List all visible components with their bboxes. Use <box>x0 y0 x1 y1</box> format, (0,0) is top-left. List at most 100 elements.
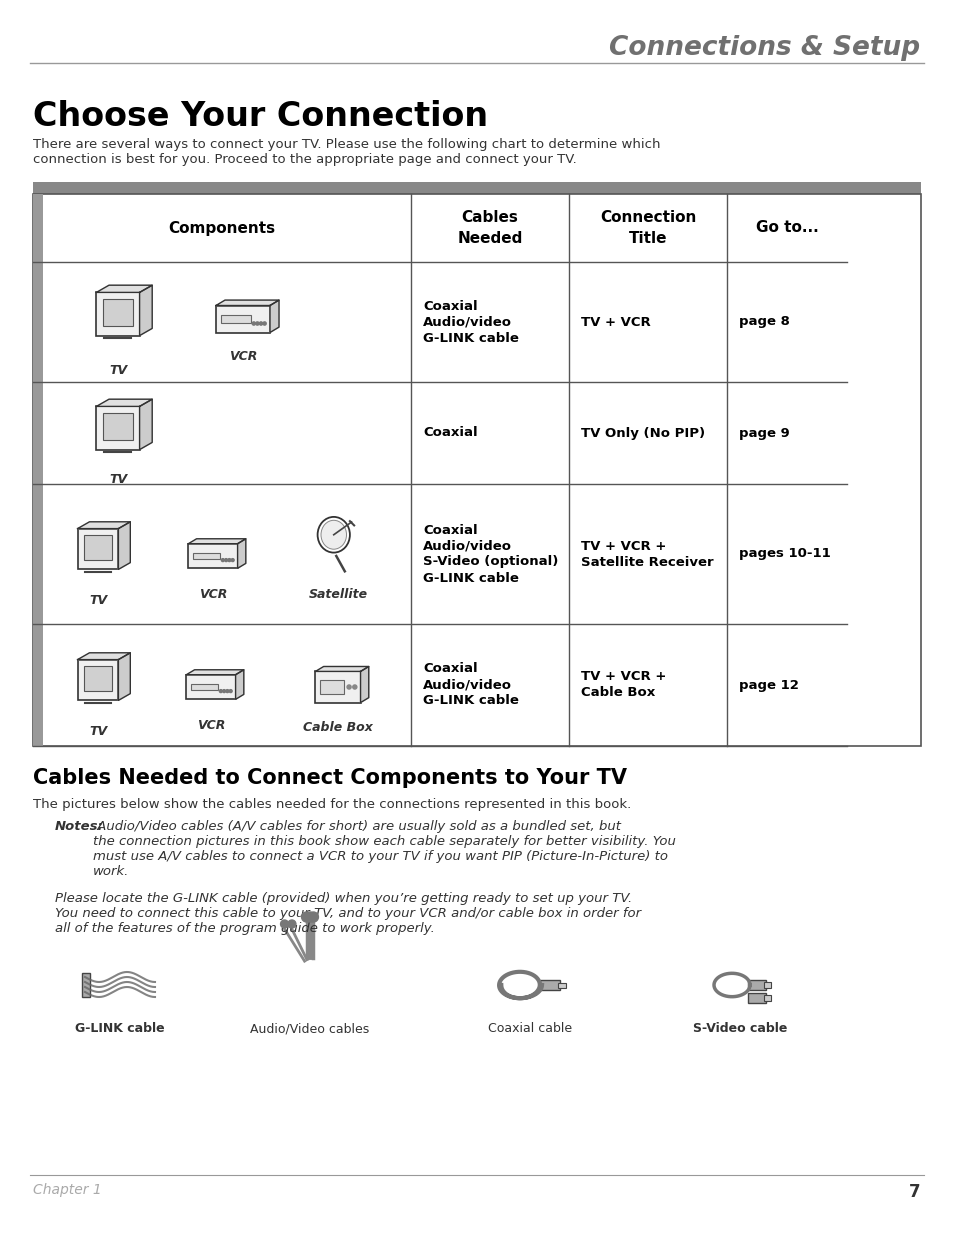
Polygon shape <box>215 300 278 305</box>
Polygon shape <box>118 653 131 700</box>
Text: Cables
Needed: Cables Needed <box>456 210 522 246</box>
Polygon shape <box>77 653 131 659</box>
Polygon shape <box>186 669 244 674</box>
FancyBboxPatch shape <box>186 674 235 699</box>
Circle shape <box>308 911 318 923</box>
Text: VCR: VCR <box>196 719 225 732</box>
Circle shape <box>226 689 229 693</box>
Text: VCR: VCR <box>198 588 227 601</box>
Text: Audio/Video cables (A/V cables for short) are usually sold as a bundled set, but: Audio/Video cables (A/V cables for short… <box>92 820 675 878</box>
Circle shape <box>221 558 224 562</box>
Text: Audio/video: Audio/video <box>422 678 512 692</box>
FancyBboxPatch shape <box>96 406 139 450</box>
Circle shape <box>255 322 259 325</box>
Text: Audio/video: Audio/video <box>422 540 512 552</box>
Text: Satellite Receiver: Satellite Receiver <box>580 556 713 568</box>
Bar <box>558 983 565 988</box>
FancyBboxPatch shape <box>193 553 220 559</box>
FancyBboxPatch shape <box>84 666 112 690</box>
Ellipse shape <box>320 520 346 550</box>
Circle shape <box>219 689 222 693</box>
Text: Go to...: Go to... <box>755 221 818 236</box>
Bar <box>763 982 770 988</box>
FancyBboxPatch shape <box>215 305 270 332</box>
Polygon shape <box>96 399 152 406</box>
Text: Chapter 1: Chapter 1 <box>33 1183 102 1197</box>
Text: Choose Your Connection: Choose Your Connection <box>33 100 488 133</box>
Text: TV + VCR +: TV + VCR + <box>580 540 666 552</box>
Circle shape <box>228 558 231 562</box>
FancyBboxPatch shape <box>103 299 133 326</box>
Text: Connections & Setup: Connections & Setup <box>608 35 919 61</box>
Text: TV: TV <box>89 725 107 739</box>
FancyBboxPatch shape <box>77 659 118 700</box>
Circle shape <box>224 558 228 562</box>
Text: S-Video cable: S-Video cable <box>692 1023 786 1035</box>
Bar <box>82 973 90 997</box>
Polygon shape <box>118 522 131 569</box>
Text: Cable Box: Cable Box <box>580 687 655 699</box>
Text: TV Only (No PIP): TV Only (No PIP) <box>580 426 704 440</box>
Circle shape <box>288 920 295 927</box>
Text: Cable Box: Cable Box <box>303 721 373 734</box>
Circle shape <box>305 911 314 923</box>
Text: G-LINK cable: G-LINK cable <box>422 694 518 708</box>
Bar <box>747 993 765 1003</box>
FancyBboxPatch shape <box>319 680 344 694</box>
Polygon shape <box>270 300 278 332</box>
FancyBboxPatch shape <box>188 543 237 568</box>
FancyBboxPatch shape <box>96 293 139 336</box>
Text: Notes:: Notes: <box>55 820 104 832</box>
Bar <box>747 981 765 990</box>
FancyBboxPatch shape <box>315 672 360 703</box>
Bar <box>33 182 920 194</box>
Text: pages 10-11: pages 10-11 <box>739 547 830 561</box>
Polygon shape <box>77 522 131 529</box>
Polygon shape <box>315 667 369 672</box>
Circle shape <box>229 689 232 693</box>
Circle shape <box>280 920 288 927</box>
Circle shape <box>252 322 255 325</box>
Text: Please locate the G-LINK cable (provided) when you’re getting ready to set up yo: Please locate the G-LINK cable (provided… <box>55 892 640 935</box>
Text: Coaxial: Coaxial <box>422 662 477 676</box>
Bar <box>33 194 43 746</box>
Circle shape <box>347 685 351 689</box>
Polygon shape <box>139 399 152 450</box>
Text: TV + VCR +: TV + VCR + <box>580 671 666 683</box>
Bar <box>763 995 770 1002</box>
Text: Cables Needed to Connect Components to Your TV: Cables Needed to Connect Components to Y… <box>33 768 626 788</box>
Ellipse shape <box>317 517 350 552</box>
FancyBboxPatch shape <box>103 412 133 440</box>
Text: There are several ways to connect your TV. Please use the following chart to det: There are several ways to connect your T… <box>33 138 659 165</box>
Text: TV + VCR: TV + VCR <box>580 315 650 329</box>
Bar <box>33 194 920 746</box>
Text: Connection
Title: Connection Title <box>599 210 696 246</box>
Text: G-LINK cable: G-LINK cable <box>75 1023 165 1035</box>
Text: Coaxial: Coaxial <box>422 300 477 312</box>
FancyBboxPatch shape <box>84 535 112 559</box>
Text: TV: TV <box>89 594 107 606</box>
Text: The pictures below show the cables needed for the connections represented in thi: The pictures below show the cables neede… <box>33 798 631 811</box>
Text: 7: 7 <box>908 1183 920 1200</box>
Polygon shape <box>188 538 246 543</box>
FancyBboxPatch shape <box>192 684 218 690</box>
Circle shape <box>301 911 312 923</box>
Text: Coaxial: Coaxial <box>422 426 477 440</box>
Polygon shape <box>235 669 244 699</box>
Text: Coaxial: Coaxial <box>422 524 477 536</box>
Circle shape <box>259 322 262 325</box>
Circle shape <box>353 685 356 689</box>
Text: TV: TV <box>109 473 127 487</box>
Text: G-LINK cable: G-LINK cable <box>422 572 518 584</box>
Text: page 8: page 8 <box>739 315 789 329</box>
Text: page 9: page 9 <box>739 426 789 440</box>
Text: Components: Components <box>169 221 275 236</box>
Text: TV: TV <box>109 364 127 377</box>
Bar <box>33 194 920 746</box>
Circle shape <box>263 322 266 325</box>
Text: Satellite: Satellite <box>308 588 367 601</box>
Text: VCR: VCR <box>229 350 257 363</box>
Text: Coaxial cable: Coaxial cable <box>487 1023 572 1035</box>
Text: page 12: page 12 <box>739 678 798 692</box>
FancyBboxPatch shape <box>221 315 251 322</box>
